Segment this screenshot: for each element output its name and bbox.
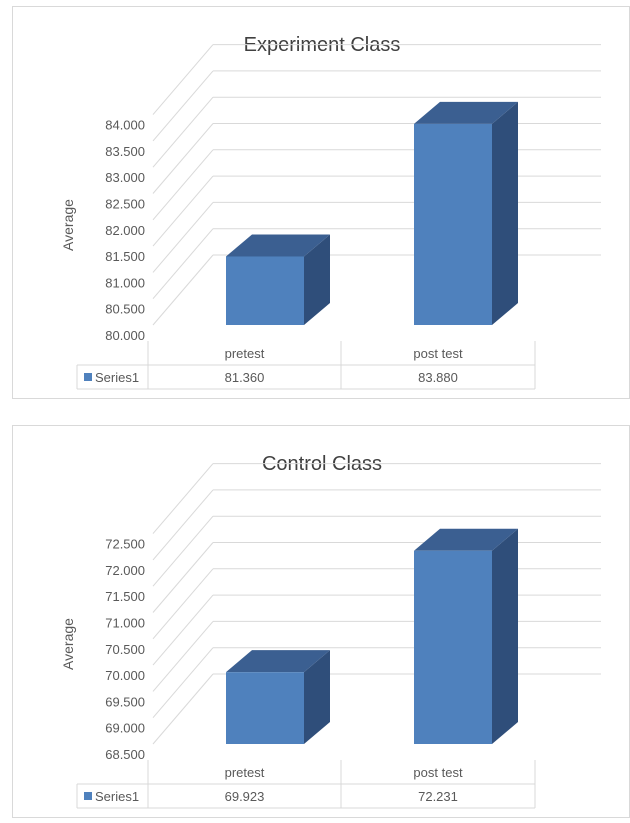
gridline-wall	[152, 621, 214, 692]
y-axis-label: Average	[60, 618, 76, 670]
y-tick-label: 70.000	[105, 668, 145, 683]
y-tick-label: 69.500	[105, 694, 145, 709]
chart-panel-experiment: Experiment Class 80.000 80.500 81.000 81.500…	[12, 6, 630, 399]
gridline-wall	[152, 149, 214, 221]
gridline-wall	[152, 70, 214, 142]
y-tick-label: 68.500	[105, 747, 145, 762]
bar-side	[492, 101, 518, 325]
chart-panel-control: Control Class 68.500 69.000 69.500 70.000 70.…	[12, 425, 630, 818]
bar-side	[492, 528, 518, 744]
gridline-wall	[152, 463, 214, 534]
y-axis-label: Average	[60, 199, 76, 251]
gridline-wall	[152, 515, 214, 587]
y-tick-label: 70.500	[105, 642, 145, 657]
y-tick-label: 80.000	[105, 328, 145, 343]
legend-series-name: Series1	[95, 789, 139, 804]
y-tick-label: 81.500	[105, 249, 145, 264]
gridline-wall	[152, 228, 214, 300]
y-tick-label: 80.500	[105, 302, 145, 317]
gridline-wall	[152, 673, 214, 745]
x-category-label: pretest	[225, 346, 265, 361]
data-table-value: 72.231	[418, 789, 458, 804]
bar-side	[304, 650, 330, 744]
gridline-wall	[152, 594, 214, 666]
data-table-value: 69.923	[225, 789, 265, 804]
bar-pretest	[226, 672, 304, 744]
chart-svg: Control Class68.50069.00069.50070.00070.…	[60, 453, 601, 809]
gridline-wall	[152, 254, 214, 326]
y-tick-label: 83.500	[105, 144, 145, 159]
data-table-value: 83.880	[418, 370, 458, 385]
data-table-value: 81.360	[225, 370, 265, 385]
y-tick-label: 83.000	[105, 170, 145, 185]
gridline-wall	[152, 489, 214, 561]
bar-top	[414, 101, 518, 124]
chart-svg: Experiment Class80.00080.50081.00081.500…	[60, 34, 601, 390]
gridline-wall	[152, 44, 214, 115]
gridline-wall	[152, 568, 214, 640]
gridline-wall	[152, 175, 214, 247]
legend-swatch	[84, 792, 92, 800]
y-tick-label: 72.500	[105, 537, 145, 552]
bar-top	[226, 650, 330, 673]
y-tick-label: 69.000	[105, 721, 145, 736]
bar-top	[226, 234, 330, 257]
bar-side	[304, 234, 330, 325]
y-tick-label: 84.000	[105, 118, 145, 133]
y-tick-label: 81.000	[105, 275, 145, 290]
gridline-wall	[152, 96, 214, 168]
y-tick-label: 71.500	[105, 589, 145, 604]
legend-swatch	[84, 373, 92, 381]
y-tick-label: 72.000	[105, 563, 145, 578]
x-category-label: pretest	[225, 765, 265, 780]
bar-post-test	[414, 123, 492, 325]
bar-post-test	[414, 550, 492, 744]
bar-top	[414, 528, 518, 551]
legend-series-name: Series1	[95, 370, 139, 385]
y-tick-label: 82.500	[105, 197, 145, 212]
gridline-wall	[152, 647, 214, 719]
gridline-wall	[152, 123, 214, 194]
bar-pretest	[226, 256, 304, 325]
y-tick-label: 71.000	[105, 616, 145, 631]
x-category-label: post test	[413, 346, 463, 361]
y-tick-label: 82.000	[105, 223, 145, 238]
gridline-wall	[152, 202, 214, 273]
x-category-label: post test	[413, 765, 463, 780]
gridline-wall	[152, 542, 214, 613]
